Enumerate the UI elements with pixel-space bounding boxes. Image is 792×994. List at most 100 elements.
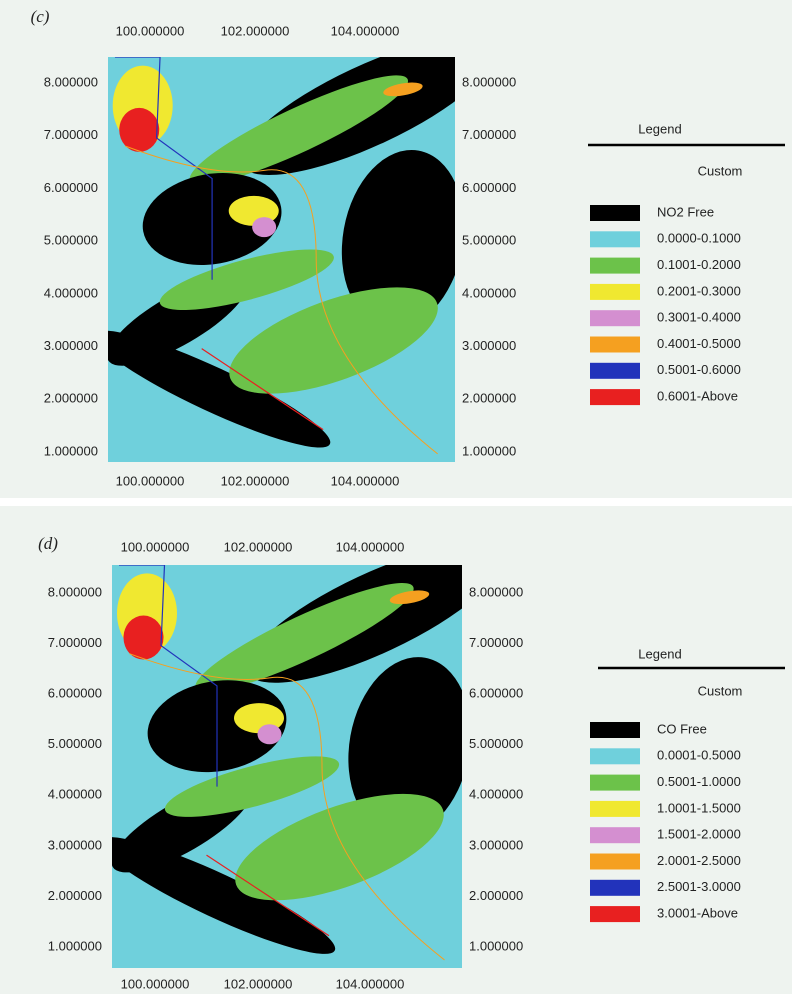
- coast: [129, 653, 445, 961]
- legend-label: 3.0001-Above: [657, 906, 738, 921]
- region: [389, 590, 430, 605]
- x-tick-label: 102.000000: [221, 23, 290, 38]
- y-tick-label: 5.000000: [469, 736, 523, 751]
- legend-swatch: [590, 853, 640, 870]
- x-tick-label: 100.000000: [116, 23, 185, 38]
- y-tick-label: 2.000000: [469, 888, 523, 903]
- legend-swatch: [590, 906, 640, 923]
- y-tick-label: 6.000000: [462, 180, 516, 195]
- legend-label: 0.3001-0.4000: [657, 310, 741, 325]
- region: [383, 82, 423, 97]
- y-tick-label: 2.000000: [44, 391, 98, 406]
- legend-swatch: [590, 310, 640, 327]
- legend-swatch: [590, 722, 640, 738]
- legend-label: 0.5001-1.0000: [657, 774, 741, 789]
- y-tick-label: 7.000000: [469, 635, 523, 650]
- y-tick-label: 4.000000: [44, 285, 98, 300]
- legend-subtitle: Custom: [698, 683, 743, 698]
- legend-label: CO Free: [657, 721, 707, 736]
- region: [159, 249, 334, 311]
- y-tick-label: 2.000000: [48, 888, 102, 903]
- y-tick-label: 4.000000: [48, 787, 102, 802]
- region: [123, 615, 164, 660]
- legend-label: 2.5001-3.0000: [657, 879, 741, 894]
- region: [112, 837, 336, 954]
- y-tick-label: 1.000000: [44, 443, 98, 458]
- y-tick-label: 7.000000: [462, 127, 516, 142]
- legend-swatch: [590, 748, 640, 765]
- y-tick-label: 6.000000: [48, 686, 102, 701]
- legend-swatch: [590, 362, 640, 379]
- region: [252, 217, 277, 238]
- legend-label: 1.5001-2.0000: [657, 827, 741, 842]
- border: [114, 57, 213, 280]
- legend-swatch: [590, 283, 640, 300]
- map: [108, 57, 455, 462]
- panel-label: (d): [38, 534, 58, 553]
- region: [348, 657, 462, 836]
- panel-label: (c): [31, 7, 50, 26]
- coast: [206, 854, 330, 937]
- legend-swatch: [590, 231, 640, 248]
- x-tick-label: 102.000000: [221, 473, 290, 488]
- legend-label: 1.0001-1.5000: [657, 800, 741, 815]
- legend-swatch: [590, 800, 640, 817]
- y-tick-label: 8.000000: [462, 74, 516, 89]
- y-tick-label: 5.000000: [44, 233, 98, 248]
- x-tick-label: 100.000000: [121, 539, 190, 554]
- coast: [125, 145, 438, 455]
- region: [108, 330, 331, 448]
- region: [164, 756, 340, 817]
- legend-swatch: [590, 879, 640, 896]
- legend-label: NO2 Free: [657, 204, 714, 219]
- y-tick-label: 6.000000: [44, 180, 98, 195]
- y-tick-label: 3.000000: [44, 338, 98, 353]
- legend-label: 0.2001-0.3000: [657, 283, 741, 298]
- y-tick-label: 3.000000: [469, 837, 523, 852]
- legend-label: 0.4001-0.5000: [657, 336, 741, 351]
- region: [341, 150, 455, 329]
- region: [229, 287, 438, 394]
- map: [112, 565, 462, 968]
- y-tick-label: 6.000000: [469, 686, 523, 701]
- x-tick-label: 104.000000: [331, 473, 400, 488]
- y-tick-label: 1.000000: [469, 938, 523, 953]
- y-tick-label: 1.000000: [48, 938, 102, 953]
- x-tick-label: 104.000000: [336, 539, 405, 554]
- legend-label: 2.0001-2.5000: [657, 853, 741, 868]
- legend-label: 0.6001-Above: [657, 389, 738, 404]
- x-tick-label: 100.000000: [121, 976, 190, 991]
- coast: [201, 348, 324, 431]
- region: [235, 793, 444, 901]
- x-tick-label: 102.000000: [224, 976, 293, 991]
- legend-label: 0.0000-0.1000: [657, 231, 741, 246]
- region: [257, 724, 282, 745]
- y-tick-label: 2.000000: [462, 391, 516, 406]
- legend-swatch: [590, 389, 640, 406]
- x-tick-label: 104.000000: [331, 23, 400, 38]
- legend-label: 0.5001-0.6000: [657, 362, 741, 377]
- y-tick-label: 8.000000: [469, 584, 523, 599]
- y-tick-label: 3.000000: [48, 837, 102, 852]
- legend-title: Legend: [638, 121, 681, 136]
- y-tick-label: 4.000000: [469, 787, 523, 802]
- y-tick-label: 7.000000: [48, 635, 102, 650]
- legend-title: Legend: [638, 646, 681, 661]
- x-tick-label: 102.000000: [224, 539, 293, 554]
- y-tick-label: 5.000000: [48, 736, 102, 751]
- legend-swatch: [590, 205, 640, 221]
- y-tick-label: 3.000000: [462, 338, 516, 353]
- legend-swatch: [590, 774, 640, 791]
- border: [119, 565, 218, 787]
- legend-swatch: [590, 257, 640, 274]
- y-tick-label: 5.000000: [462, 233, 516, 248]
- x-tick-label: 100.000000: [116, 473, 185, 488]
- x-tick-label: 104.000000: [336, 976, 405, 991]
- legend-subtitle: Custom: [698, 163, 743, 178]
- legend-label: 0.0001-0.5000: [657, 748, 741, 763]
- y-tick-label: 8.000000: [44, 74, 98, 89]
- y-tick-label: 1.000000: [462, 443, 516, 458]
- legend-swatch: [590, 336, 640, 353]
